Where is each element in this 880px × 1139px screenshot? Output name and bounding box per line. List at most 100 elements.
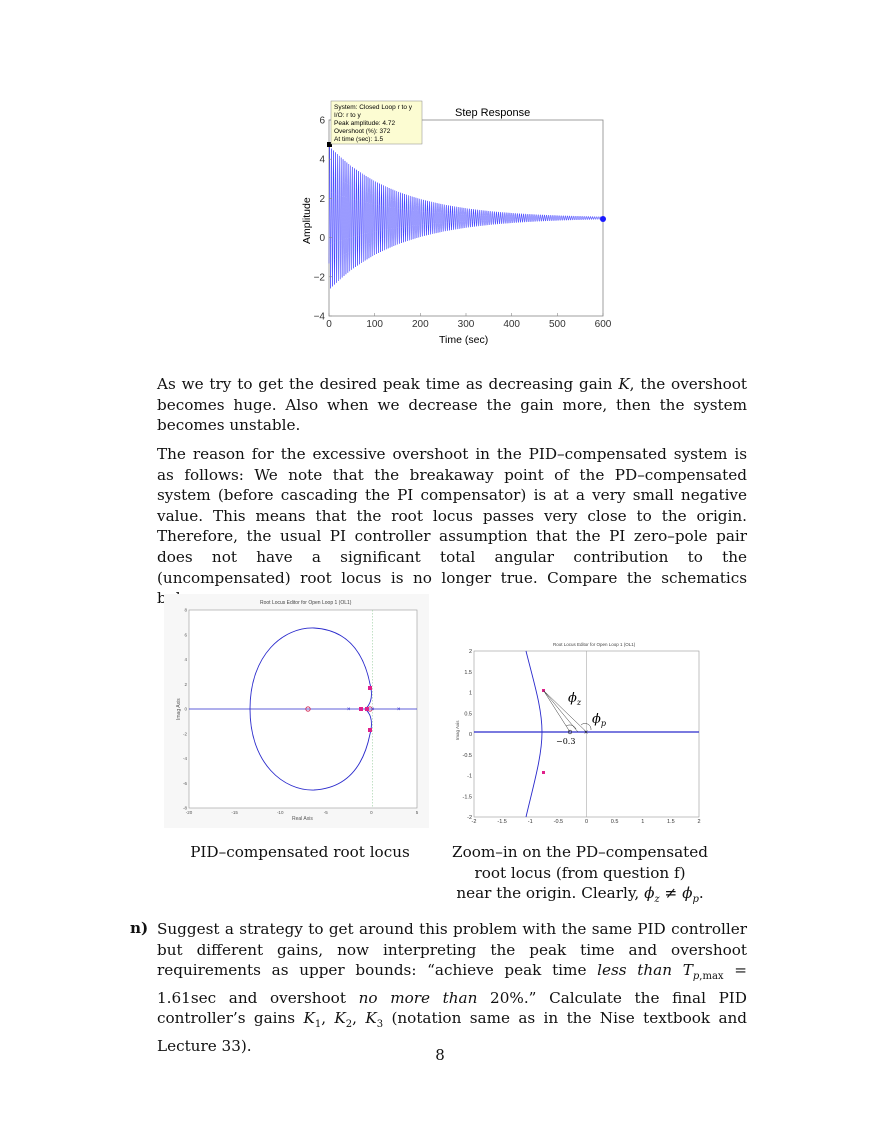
pole-x-2: ×: [371, 707, 375, 713]
rl-big-xtick-label: -10: [277, 810, 284, 815]
caption-right: Zoom–in on the PD–compensated root locus…: [440, 842, 720, 911]
rl-big-xtick-label: -5: [324, 810, 328, 815]
rl-big-xtick-label: 0: [370, 810, 373, 815]
zero-marker-1: [305, 706, 311, 712]
rl-small-xtick-label: 0: [585, 819, 588, 825]
final-value-marker[interactable]: [600, 216, 606, 222]
zoom-locus-branch: [525, 650, 543, 818]
step-xlabel: Time (sec): [439, 334, 488, 346]
step-response-line: [328, 146, 604, 289]
rl-small-ticks: -2-2 -1.5 -1.5 -1 -1 -0.5 -0.5 0 0 0.5 0.5 1 1 1.5 1.5…: [463, 649, 701, 825]
rl-small-ytick-label: -2: [467, 815, 472, 821]
step-ytick-label: 0: [319, 233, 325, 244]
rl-big-title: Root Locus Editor for Open Loop 1 (OL1): [260, 600, 352, 606]
caption-right-line3: near the origin. Clearly, ϕz ≠ ϕp.: [456, 884, 704, 906]
datatip-line4: Overshoot (%): 372: [334, 128, 391, 135]
rl-small-xtick-label: -1: [528, 819, 533, 825]
peak-marker[interactable]: [327, 142, 332, 147]
rl-big-ytick-label: -2: [183, 731, 187, 736]
phi-z-label: ϕz: [568, 691, 582, 707]
angle-line-mid: [543, 690, 579, 733]
rl-big-ytick-label: 6: [184, 632, 187, 637]
step-ticks: 0 100 200 300 400 500 600 −4 −2 0 2 4 6: [314, 116, 612, 331]
rl-small-ytick-label: -1.5: [463, 794, 472, 800]
rl-big-xlabel: Real Axis: [292, 816, 313, 822]
rl-small-ytick-label: 1.5: [464, 670, 472, 676]
datatip[interactable]: System: Closed Loop r to y I/O: r to y P…: [330, 100, 423, 145]
phi-p-label: ϕp: [592, 712, 606, 728]
paragraph-2: The reason for the excessive overshoot i…: [157, 445, 747, 607]
pole-x-3: ×: [397, 707, 401, 713]
rl-big-ytick-label: 0: [184, 707, 187, 712]
rl-big-ytick-label: -8: [183, 806, 187, 811]
page-number: 8: [435, 1046, 445, 1064]
rl-small-ylabel: Imag Axis: [455, 720, 460, 740]
step-response-curve: [328, 146, 604, 289]
rl-big-ytick-label: 8: [184, 608, 187, 613]
rl-small-title: Root Locus Editor for Open Loop 1 (OL1): [553, 642, 636, 647]
closed-loop-pole-2[interactable]: [368, 686, 372, 690]
rl-big-xtick-label: 5: [416, 810, 419, 815]
root-locus-pid-figure: Root Locus Editor for Open Loop 1 (OL1) …: [164, 594, 429, 828]
rl-small-xtick-label: -0.5: [554, 819, 563, 825]
step-xtick-label: 0: [326, 319, 332, 330]
rl-small-xtick-label: -2: [472, 819, 477, 825]
rl-big-ylabel: Imag Axis: [176, 698, 182, 720]
rl-small-xtick-label: -1.5: [497, 819, 506, 825]
step-ytick-label: −4: [314, 312, 326, 323]
step-xtick-label: 100: [366, 319, 383, 330]
angle-line-pole: [543, 690, 587, 733]
rl-small-ytick-label: -0.5: [463, 753, 472, 759]
rl-small-xtick-label: 0.5: [611, 819, 619, 825]
rl-small-xtick-label: 1: [641, 819, 644, 825]
step-ytick-label: −2: [314, 272, 326, 283]
question-label: n): [130, 919, 149, 937]
zoom-cl-pole-2[interactable]: [542, 771, 545, 774]
closed-loop-pole-4[interactable]: [365, 707, 369, 711]
angle-line-zero: [543, 690, 571, 733]
closed-loop-pole-3[interactable]: [368, 728, 372, 732]
datatip-line5: At time (sec): 1.5: [334, 136, 384, 143]
rl-big-ytick-label: -4: [183, 756, 187, 761]
caption-right-line1: Zoom–in on the PD–compensated: [452, 843, 708, 861]
rl-big-ytick-label: 2: [184, 682, 187, 687]
rl-small-ytick-label: 1: [469, 691, 472, 697]
rl-small-ytick-label: 0.5: [464, 711, 472, 717]
pole-x-1: ×: [347, 707, 351, 713]
step-ytick-label: 4: [319, 155, 325, 166]
step-ytick-label: 6: [319, 116, 325, 127]
rl-small-ytick-label: 0: [469, 732, 472, 738]
question-text: Suggest a strategy to get around this pr…: [157, 920, 748, 1056]
closed-loop-pole-1[interactable]: [359, 707, 363, 711]
rl-small-xtick-label: 1.5: [667, 819, 675, 825]
step-xtick-label: 200: [412, 319, 429, 330]
datatip-line1: System: Closed Loop r to y: [334, 104, 413, 111]
phi-z-arc: [565, 724, 577, 730]
rl-big-ytick-label: -6: [183, 781, 187, 786]
rl-big-xtick-label: -20: [186, 810, 193, 815]
phi-p-arc: [580, 723, 592, 731]
step-xtick-label: 500: [549, 319, 566, 330]
datatip-line2: I/O: r to y: [334, 112, 361, 119]
rl-big-xtick-label: -15: [231, 810, 238, 815]
caption-left: PID–compensated root locus: [190, 843, 410, 861]
datatip-line3: Peak amplitude: 4.72: [334, 120, 395, 127]
step-xtick-label: 400: [503, 319, 520, 330]
zero-value-label: −0.3: [556, 737, 575, 746]
rl-small-ytick-label: -1: [467, 774, 472, 780]
step-title: Step Response: [455, 107, 530, 119]
caption-right-line2: root locus (from question f): [474, 863, 686, 882]
step-xtick-label: 600: [595, 319, 612, 330]
step-ytick-label: 2: [319, 194, 325, 205]
step-axes-box: [328, 119, 604, 317]
paragraph-1: As we try to get the desired peak time a…: [157, 375, 747, 435]
rl-big-ytick-label: 4: [184, 657, 187, 662]
zoom-pole-marker: ×: [584, 730, 588, 737]
step-xtick-label: 300: [458, 319, 475, 330]
step-response-figure: Step Response 0 100 200 300 400 500 600 −4 −2 0 2 4…: [301, 100, 612, 346]
root-locus-zoom-figure: Root Locus Editor for Open Loop 1 (OL1) …: [455, 642, 701, 825]
rl-small-xtick-label: 2: [697, 819, 700, 825]
rl-small-ytick-label: 2: [469, 649, 472, 655]
zoom-zero-marker: [567, 729, 573, 735]
